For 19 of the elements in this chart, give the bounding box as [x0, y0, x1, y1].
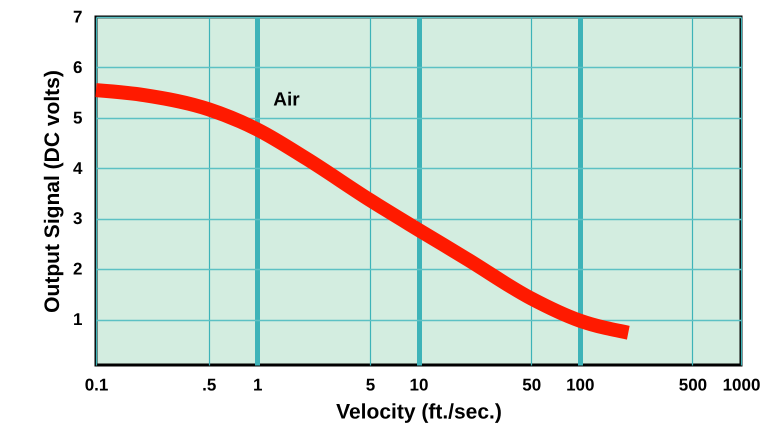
- x-tick-label: 10: [410, 376, 428, 394]
- x-tick-label: 1000: [722, 376, 760, 394]
- y-tick-label: 3: [73, 209, 82, 228]
- y-tick-label: 4: [73, 158, 84, 178]
- y-tick-label: 1: [73, 310, 82, 330]
- x-tick-label: 50: [522, 376, 542, 394]
- y-tick-label: 6: [73, 58, 82, 77]
- x-tick-label: .5: [202, 376, 216, 394]
- x-tick-label: 1: [253, 376, 262, 394]
- x-tick-label: 100: [566, 376, 594, 394]
- x-axis-title: Velocity (ft./sec.): [336, 400, 502, 424]
- series-label: Air: [273, 89, 300, 110]
- x-tick-label: 500: [678, 376, 708, 394]
- y-tick-label: 2: [73, 260, 82, 279]
- y-tick-label: 7: [73, 8, 82, 26]
- y-tick-label: 5: [73, 108, 82, 128]
- x-tick-label: 0.1: [84, 376, 108, 394]
- x-tick-label: 5: [366, 376, 376, 394]
- y-axis-title: Output Signal (DC volts): [41, 70, 64, 313]
